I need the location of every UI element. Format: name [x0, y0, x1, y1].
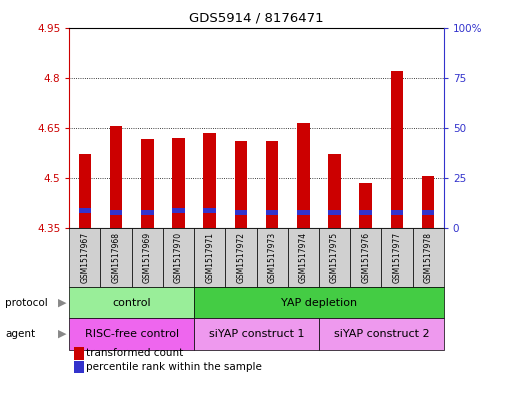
Bar — [328, 154, 341, 228]
Text: GDS5914 / 8176471: GDS5914 / 8176471 — [189, 12, 324, 25]
Bar — [266, 141, 279, 228]
Bar — [141, 210, 153, 215]
Text: RISC-free control: RISC-free control — [85, 329, 179, 339]
Text: GSM1517968: GSM1517968 — [111, 232, 121, 283]
Text: YAP depletion: YAP depletion — [281, 298, 357, 308]
Text: control: control — [112, 298, 151, 308]
Bar — [360, 210, 372, 215]
Text: transformed count: transformed count — [86, 348, 184, 358]
Text: ▶: ▶ — [58, 298, 67, 308]
Bar — [422, 210, 435, 215]
Text: protocol: protocol — [5, 298, 48, 308]
Bar — [110, 210, 122, 215]
Text: agent: agent — [5, 329, 35, 339]
Text: GSM1517970: GSM1517970 — [174, 232, 183, 283]
Bar — [297, 123, 309, 228]
Bar — [172, 208, 185, 213]
Bar — [391, 71, 403, 228]
Bar — [69, 287, 194, 318]
Bar — [69, 228, 101, 287]
Bar — [69, 318, 194, 350]
Bar — [319, 318, 444, 350]
Bar — [110, 126, 122, 228]
Bar — [350, 228, 381, 287]
Bar — [74, 361, 84, 373]
Bar — [204, 133, 216, 228]
Text: percentile rank within the sample: percentile rank within the sample — [86, 362, 262, 372]
Bar — [412, 228, 444, 287]
Text: ▶: ▶ — [58, 329, 67, 339]
Bar — [234, 210, 247, 215]
Bar — [78, 154, 91, 228]
Text: GSM1517978: GSM1517978 — [424, 232, 432, 283]
Text: GSM1517974: GSM1517974 — [299, 232, 308, 283]
Text: GSM1517977: GSM1517977 — [392, 232, 402, 283]
Bar — [78, 208, 91, 213]
Text: GSM1517971: GSM1517971 — [205, 232, 214, 283]
Bar — [266, 210, 279, 215]
Bar — [297, 210, 309, 215]
Bar — [288, 228, 319, 287]
Bar — [101, 228, 132, 287]
Bar — [163, 228, 194, 287]
Text: siYAP construct 1: siYAP construct 1 — [209, 329, 304, 339]
Bar — [141, 140, 153, 228]
Text: GSM1517975: GSM1517975 — [330, 232, 339, 283]
Text: siYAP construct 2: siYAP construct 2 — [333, 329, 429, 339]
Bar — [132, 228, 163, 287]
Bar — [194, 287, 444, 318]
Bar — [328, 210, 341, 215]
Bar — [319, 228, 350, 287]
Bar — [360, 183, 372, 228]
Bar — [256, 228, 288, 287]
Bar — [381, 228, 412, 287]
Text: GSM1517976: GSM1517976 — [361, 232, 370, 283]
Bar — [194, 318, 319, 350]
Bar — [172, 138, 185, 228]
Text: GSM1517967: GSM1517967 — [81, 232, 89, 283]
Bar — [225, 228, 256, 287]
Text: GSM1517969: GSM1517969 — [143, 232, 152, 283]
Text: GSM1517973: GSM1517973 — [268, 232, 277, 283]
Bar — [422, 176, 435, 228]
Text: GSM1517972: GSM1517972 — [236, 232, 245, 283]
Bar — [391, 210, 403, 215]
Bar — [204, 208, 216, 213]
Bar — [74, 347, 84, 360]
Bar — [194, 228, 225, 287]
Bar — [234, 141, 247, 228]
